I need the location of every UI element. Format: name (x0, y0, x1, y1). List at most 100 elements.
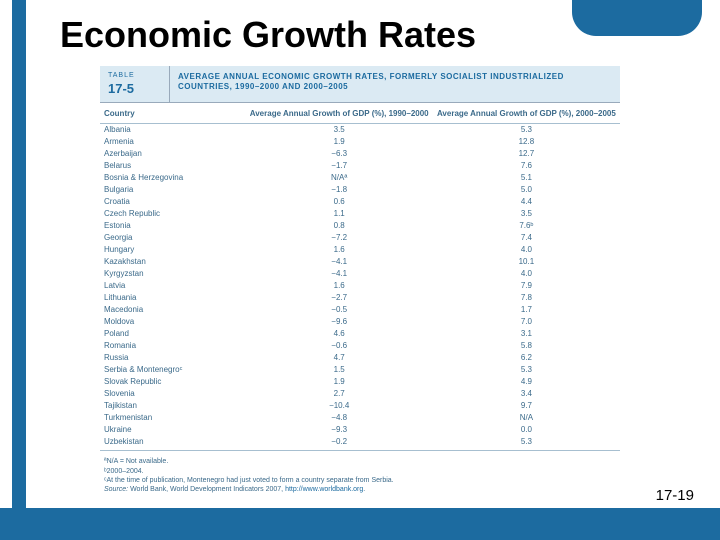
cell-1990-2000: 1.6 (246, 280, 433, 292)
cell-country: Serbia & Montenegroᶜ (100, 364, 246, 376)
cell-1990-2000: 0.8 (246, 220, 433, 232)
table-row: Moldova−9.67.0 (100, 316, 620, 328)
table-number: 17-5 (108, 81, 161, 96)
cell-country: Latvia (100, 280, 246, 292)
footnote-source: Source: World Bank, World Development In… (104, 485, 616, 494)
cell-1990-2000: −4.1 (246, 268, 433, 280)
table-row: Turkmenistan−4.8N/A (100, 412, 620, 424)
cell-2000-2005: 4.4 (433, 196, 620, 208)
top-accent-notch (572, 0, 702, 36)
footnote-a: ªN/A = Not available. (104, 457, 616, 466)
bottom-accent-bar (0, 508, 720, 540)
cell-2000-2005: 9.7 (433, 400, 620, 412)
table-row: Czech Republic1.13.5 (100, 208, 620, 220)
cell-country: Ukraine (100, 424, 246, 436)
page-title: Economic Growth Rates (60, 14, 476, 56)
table-row: Armenia1.912.8 (100, 136, 620, 148)
cell-1990-2000: −7.2 (246, 232, 433, 244)
cell-country: Czech Republic (100, 208, 246, 220)
cell-2000-2005: 7.0 (433, 316, 620, 328)
cell-2000-2005: 5.0 (433, 184, 620, 196)
table-number-cell: TABLE 17-5 (100, 66, 170, 102)
cell-1990-2000: −6.3 (246, 148, 433, 160)
cell-2000-2005: 12.7 (433, 148, 620, 160)
cell-country: Poland (100, 328, 246, 340)
cell-country: Turkmenistan (100, 412, 246, 424)
source-label: Source: (104, 486, 128, 493)
cell-country: Russia (100, 352, 246, 364)
cell-2000-2005: 7.6ᵇ (433, 220, 620, 232)
table-label: TABLE (108, 72, 161, 79)
cell-2000-2005: 7.4 (433, 232, 620, 244)
table-row: Albania3.55.3 (100, 123, 620, 136)
cell-1990-2000: −4.1 (246, 256, 433, 268)
left-accent-bar (12, 0, 26, 540)
cell-1990-2000: −2.7 (246, 292, 433, 304)
table-row: Hungary1.64.0 (100, 244, 620, 256)
cell-2000-2005: 7.8 (433, 292, 620, 304)
cell-2000-2005: 3.1 (433, 328, 620, 340)
cell-1990-2000: −0.5 (246, 304, 433, 316)
cell-1990-2000: −10.4 (246, 400, 433, 412)
cell-country: Kyrgyzstan (100, 268, 246, 280)
table-row: Lithuania−2.77.8 (100, 292, 620, 304)
cell-1990-2000: 1.9 (246, 376, 433, 388)
table-row: Serbia & Montenegroᶜ1.55.3 (100, 364, 620, 376)
table-row: Poland4.63.1 (100, 328, 620, 340)
cell-1990-2000: −9.6 (246, 316, 433, 328)
cell-1990-2000: −0.2 (246, 436, 433, 451)
col-1990-2000: Average Annual Growth of GDP (%), 1990–2… (246, 103, 433, 123)
table-row: Latvia1.67.9 (100, 280, 620, 292)
cell-1990-2000: 1.1 (246, 208, 433, 220)
source-link: http://www.worldbank.org (285, 486, 363, 493)
cell-1990-2000: 1.5 (246, 364, 433, 376)
cell-1990-2000: 0.6 (246, 196, 433, 208)
table-caption: AVERAGE ANNUAL ECONOMIC GROWTH RATES, FO… (170, 66, 620, 102)
cell-country: Bosnia & Herzegovina (100, 172, 246, 184)
cell-country: Tajikistan (100, 400, 246, 412)
cell-1990-2000: −9.3 (246, 424, 433, 436)
cell-country: Albania (100, 123, 246, 136)
cell-country: Armenia (100, 136, 246, 148)
footnote-b: ᵇ2000–2004. (104, 467, 616, 476)
table-row: Tajikistan−10.49.7 (100, 400, 620, 412)
cell-country: Moldova (100, 316, 246, 328)
cell-country: Macedonia (100, 304, 246, 316)
cell-country: Slovenia (100, 388, 246, 400)
cell-2000-2005: 3.4 (433, 388, 620, 400)
table-row: Georgia−7.27.4 (100, 232, 620, 244)
table-row: Slovak Republic1.94.9 (100, 376, 620, 388)
cell-2000-2005: 5.8 (433, 340, 620, 352)
cell-country: Kazakhstan (100, 256, 246, 268)
cell-1990-2000: 2.7 (246, 388, 433, 400)
cell-country: Estonia (100, 220, 246, 232)
table-row: Kazakhstan−4.110.1 (100, 256, 620, 268)
cell-1990-2000: −4.8 (246, 412, 433, 424)
cell-1990-2000: −1.7 (246, 160, 433, 172)
cell-1990-2000: 3.5 (246, 123, 433, 136)
cell-2000-2005: 5.3 (433, 436, 620, 451)
cell-country: Hungary (100, 244, 246, 256)
cell-1990-2000: 4.6 (246, 328, 433, 340)
cell-2000-2005: 12.8 (433, 136, 620, 148)
table-caption-bar: TABLE 17-5 AVERAGE ANNUAL ECONOMIC GROWT… (100, 66, 620, 103)
cell-2000-2005: 4.0 (433, 268, 620, 280)
cell-2000-2005: 5.1 (433, 172, 620, 184)
cell-country: Slovak Republic (100, 376, 246, 388)
cell-2000-2005: 5.3 (433, 123, 620, 136)
cell-2000-2005: 5.3 (433, 364, 620, 376)
cell-2000-2005: 4.9 (433, 376, 620, 388)
growth-table: Country Average Annual Growth of GDP (%)… (100, 103, 620, 451)
table-row: Estonia0.87.6ᵇ (100, 220, 620, 232)
table-row: Bosnia & HerzegovinaN/Aª5.1 (100, 172, 620, 184)
cell-2000-2005: 7.6 (433, 160, 620, 172)
cell-1990-2000: 1.9 (246, 136, 433, 148)
cell-2000-2005: 7.9 (433, 280, 620, 292)
table-row: Uzbekistan−0.25.3 (100, 436, 620, 451)
source-text: World Bank, World Development Indicators… (130, 486, 283, 493)
table-row: Slovenia2.73.4 (100, 388, 620, 400)
table-row: Bulgaria−1.85.0 (100, 184, 620, 196)
cell-country: Azerbaijan (100, 148, 246, 160)
cell-2000-2005: N/A (433, 412, 620, 424)
table-row: Azerbaijan−6.312.7 (100, 148, 620, 160)
